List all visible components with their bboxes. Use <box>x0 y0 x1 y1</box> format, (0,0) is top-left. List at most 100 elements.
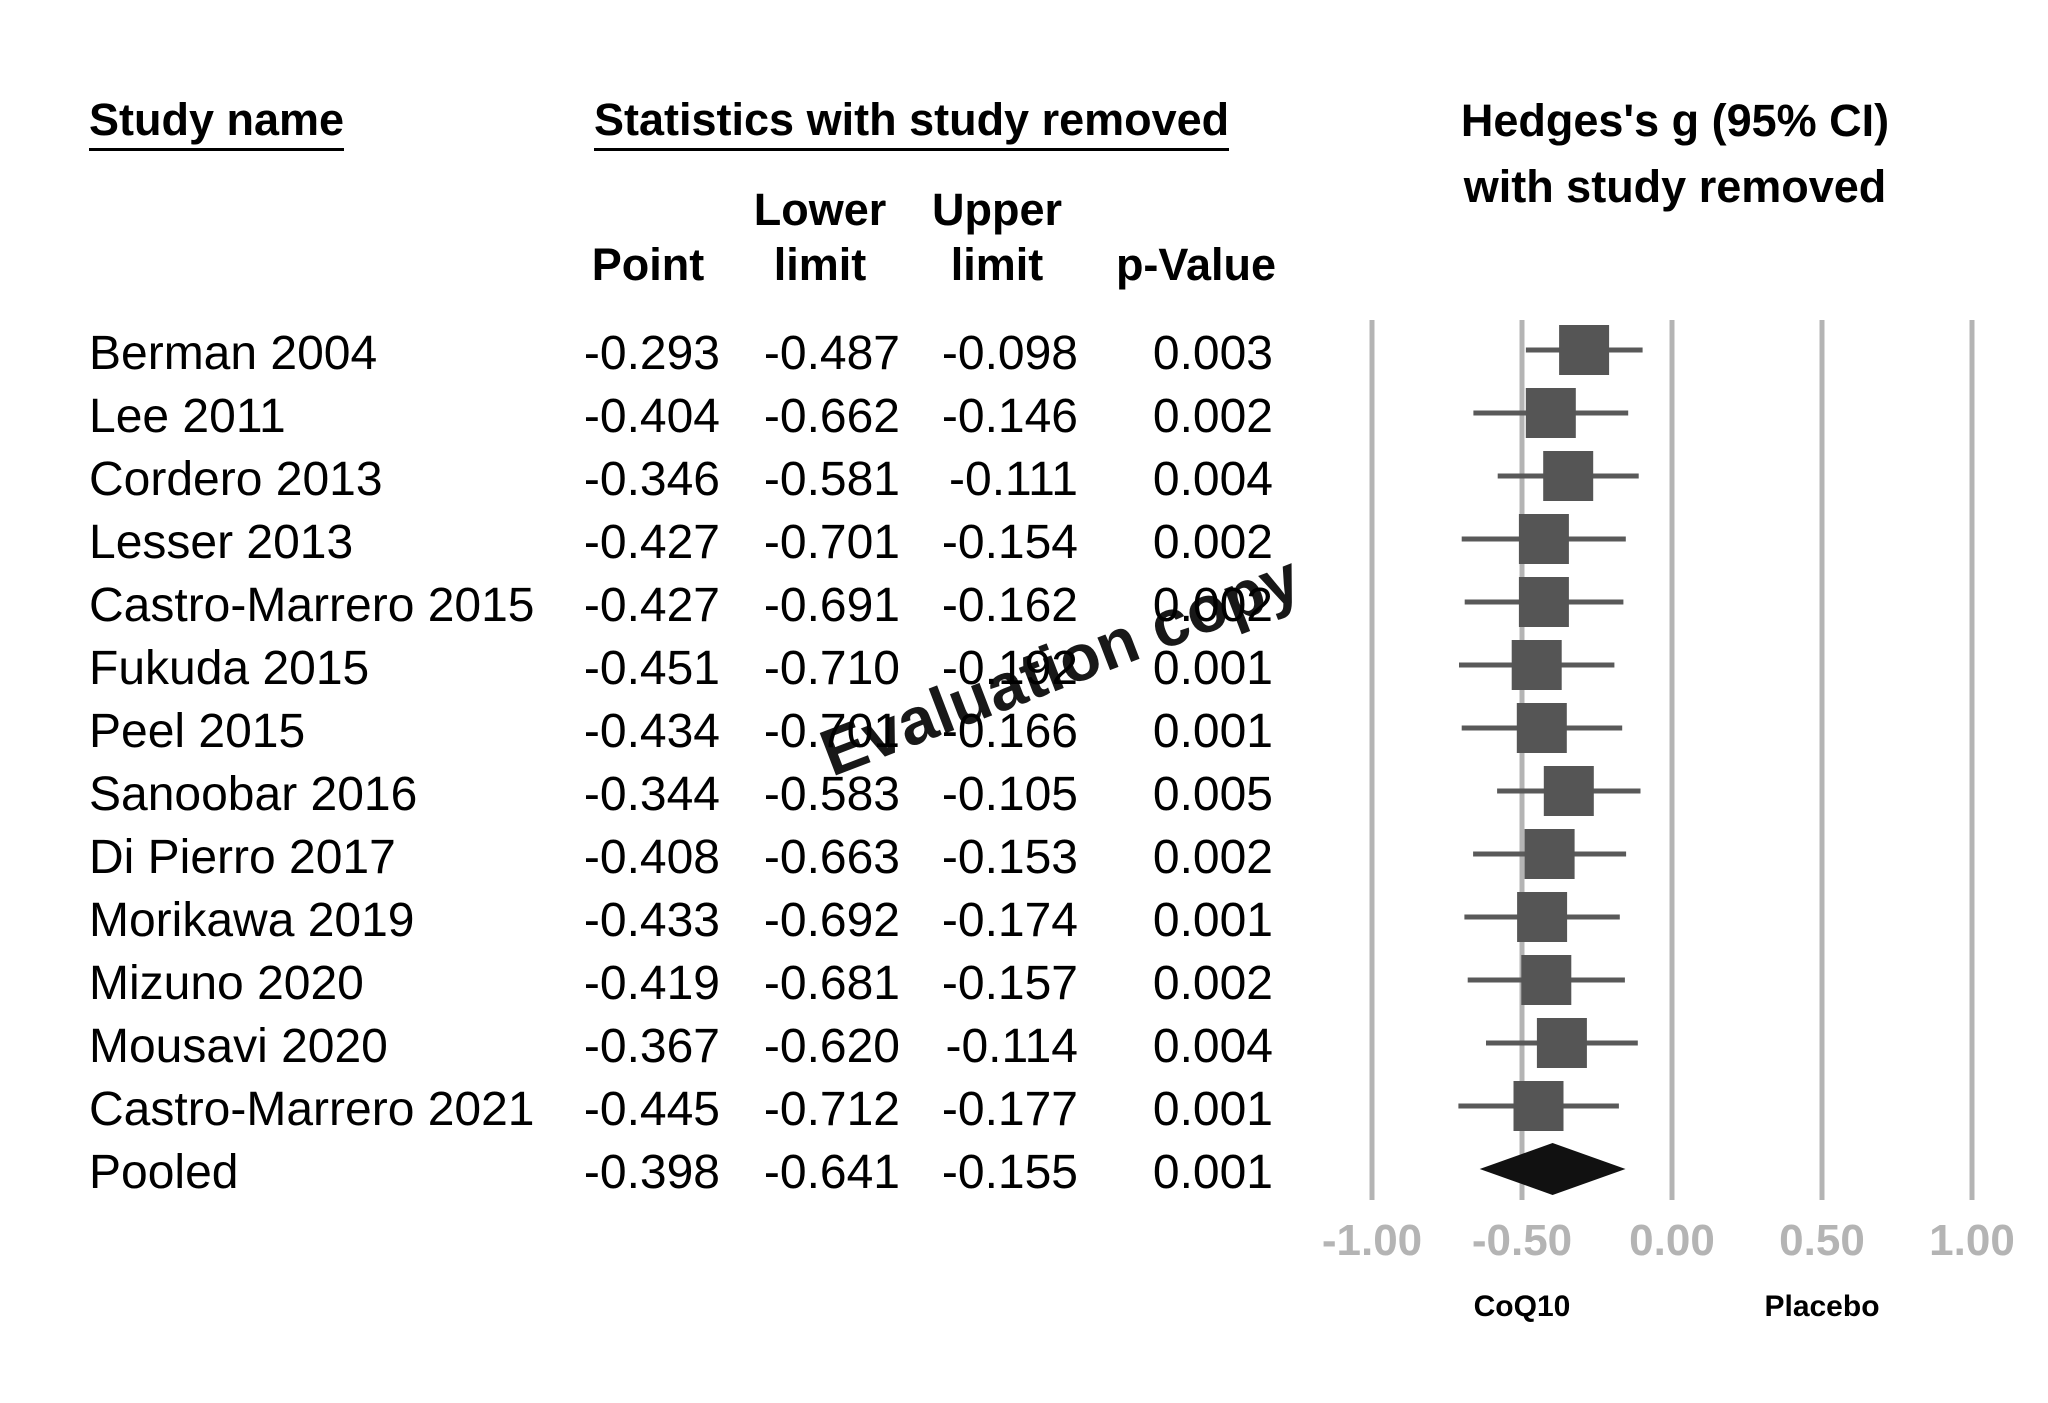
x-tick-label: 1.00 <box>1929 1216 2015 1265</box>
point-estimate-marker <box>1516 703 1567 753</box>
point-estimate-marker <box>1559 325 1610 375</box>
pvalue-header: p-Value <box>1096 237 1276 292</box>
table-row: Peel 2015 -0.434 -0.701 -0.166 0.001 <box>0 708 1300 771</box>
upper-limit-value: -0.154 <box>941 516 1078 569</box>
point-value: -0.398 <box>583 1146 720 1199</box>
point-estimate-marker <box>1521 955 1572 1005</box>
plot-title-line1: Hedges's g (95% CI) <box>1460 95 1890 146</box>
p-value: 0.004 <box>1152 1020 1273 1073</box>
study-name: Castro-Marrero 2021 <box>89 1083 535 1136</box>
table-row: Castro-Marrero 2015 -0.427 -0.691 -0.162 0.0… <box>0 582 1300 645</box>
upper-limit-value: -0.157 <box>941 957 1078 1010</box>
point-header-label: Point <box>591 239 705 290</box>
upper-header-line2: limit <box>950 239 1044 290</box>
p-value: 0.001 <box>1152 894 1273 947</box>
point-value: -0.451 <box>583 642 720 695</box>
p-value: 0.001 <box>1152 1146 1273 1199</box>
lower-limit-value: -0.641 <box>763 1146 900 1199</box>
lower-limit-header: Lower limit <box>735 182 905 292</box>
table-row: Morikawa 2019 -0.433 -0.692 -0.174 0.001 <box>0 897 1300 960</box>
pooled-diamond <box>1479 1143 1626 1195</box>
study-name: Di Pierro 2017 <box>89 831 396 884</box>
point-value: -0.427 <box>583 579 720 632</box>
lower-limit-value: -0.487 <box>763 327 900 380</box>
stats-header: Statistics with study removed <box>594 97 1230 151</box>
upper-limit-value: -0.146 <box>941 390 1078 443</box>
p-value: 0.002 <box>1152 579 1273 632</box>
x-tick-label: -0.50 <box>1472 1216 1572 1265</box>
point-estimate-marker <box>1518 577 1569 627</box>
study-name: Berman 2004 <box>89 327 378 380</box>
upper-limit-header: Upper limit <box>912 182 1082 292</box>
x-tick-label: 0.00 <box>1629 1216 1715 1265</box>
study-name: Mizuno 2020 <box>89 957 364 1010</box>
p-value: 0.003 <box>1152 327 1273 380</box>
lower-header-line2: limit <box>773 239 867 290</box>
lower-limit-value: -0.692 <box>763 894 900 947</box>
x-tick-label: 0.50 <box>1779 1216 1865 1265</box>
p-value: 0.004 <box>1152 453 1273 506</box>
p-value: 0.001 <box>1152 705 1273 758</box>
study-name: Sanoobar 2016 <box>89 768 418 821</box>
table-row: Mizuno 2020 -0.419 -0.681 -0.157 0.002 <box>0 960 1300 1023</box>
point-estimate-marker <box>1525 388 1576 438</box>
p-value: 0.001 <box>1152 1083 1273 1136</box>
point-estimate-marker <box>1543 451 1594 501</box>
point-estimate-marker <box>1536 1018 1587 1068</box>
table-row: Cordero 2013 -0.346 -0.581 -0.111 0.004 <box>0 456 1300 519</box>
lower-limit-value: -0.712 <box>763 1083 900 1136</box>
point-estimate-marker <box>1543 766 1594 816</box>
pvalue-header-label: p-Value <box>1115 239 1276 290</box>
point-estimate-marker <box>1518 514 1569 564</box>
study-name: Lesser 2013 <box>89 516 354 569</box>
plot-title: Hedges's g (95% CI) with study removed <box>1395 88 1955 220</box>
lower-limit-value: -0.701 <box>763 516 900 569</box>
lower-limit-value: -0.710 <box>763 642 900 695</box>
point-header: Point <box>588 237 708 292</box>
upper-limit-value: -0.177 <box>941 1083 1078 1136</box>
p-value: 0.002 <box>1152 516 1273 569</box>
upper-header-line1: Upper <box>931 184 1062 235</box>
upper-limit-value: -0.153 <box>941 831 1078 884</box>
point-estimate-marker <box>1511 640 1562 690</box>
upper-limit-value: -0.098 <box>941 327 1078 380</box>
lower-header-line1: Lower <box>753 184 887 235</box>
p-value: 0.002 <box>1152 957 1273 1010</box>
lower-limit-value: -0.701 <box>763 705 900 758</box>
point-estimate-marker <box>1513 1081 1564 1131</box>
upper-limit-value: -0.162 <box>941 579 1078 632</box>
upper-limit-value: -0.174 <box>941 894 1078 947</box>
table-row: Di Pierro 2017 -0.408 -0.663 -0.153 0.002 <box>0 834 1300 897</box>
direction-label-left: CoQ10 <box>1474 1290 1571 1323</box>
point-value: -0.434 <box>583 705 720 758</box>
table-row: Mousavi 2020 -0.367 -0.620 -0.114 0.004 <box>0 1023 1300 1086</box>
p-value: 0.005 <box>1152 768 1273 821</box>
study-name: Pooled <box>89 1146 239 1199</box>
point-value: -0.445 <box>583 1083 720 1136</box>
upper-limit-value: -0.155 <box>941 1146 1078 1199</box>
study-name: Castro-Marrero 2015 <box>89 579 535 632</box>
table-row: Sanoobar 2016 -0.344 -0.583 -0.105 0.005 <box>0 771 1300 834</box>
study-name: Peel 2015 <box>89 705 306 758</box>
table-row: Lesser 2013 -0.427 -0.701 -0.154 0.002 <box>0 519 1300 582</box>
point-estimate-marker <box>1524 829 1575 879</box>
lower-limit-value: -0.662 <box>763 390 900 443</box>
point-value: -0.293 <box>583 327 720 380</box>
study-name: Lee 2011 <box>89 390 286 443</box>
study-name: Morikawa 2019 <box>89 894 415 947</box>
p-value: 0.002 <box>1152 390 1273 443</box>
lower-limit-value: -0.620 <box>763 1020 900 1073</box>
table-row: Berman 2004 -0.293 -0.487 -0.098 0.003 <box>0 330 1300 393</box>
lower-limit-value: -0.581 <box>763 453 900 506</box>
study-name: Fukuda 2015 <box>89 642 370 695</box>
point-estimate-marker <box>1517 892 1568 942</box>
p-value: 0.001 <box>1152 642 1273 695</box>
lower-limit-value: -0.583 <box>763 768 900 821</box>
point-value: -0.408 <box>583 831 720 884</box>
table-row: Castro-Marrero 2021 -0.445 -0.712 -0.177 0.0… <box>0 1086 1300 1149</box>
point-value: -0.344 <box>583 768 720 821</box>
upper-limit-value: -0.166 <box>941 705 1078 758</box>
pooled-row: Pooled -0.398 -0.641 -0.155 0.001 <box>0 1149 1300 1212</box>
lower-limit-value: -0.663 <box>763 831 900 884</box>
